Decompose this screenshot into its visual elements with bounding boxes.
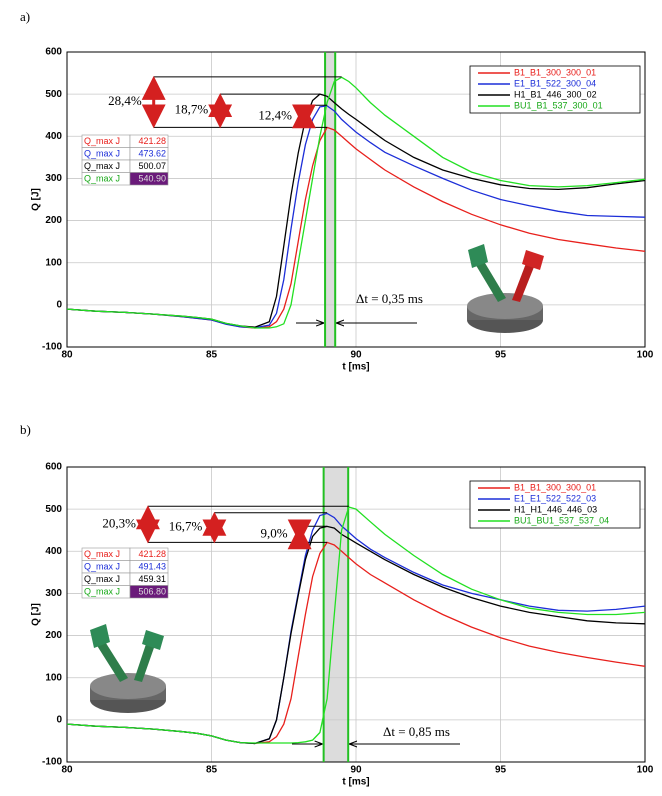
legend-label: H1_H1_446_446_03 [514, 504, 597, 514]
table-value: 540.90 [138, 173, 166, 183]
y-tick-label: 0 [56, 299, 62, 310]
x-axis-label: t [ms] [342, 362, 369, 373]
series-line [66, 76, 646, 329]
legend-label: H1_B1_446_300_02 [514, 89, 597, 99]
plot-frame [66, 466, 646, 763]
gain-label: 18,7% [175, 102, 209, 117]
gain-label: 9,0% [261, 525, 288, 540]
table-value: 500.07 [138, 161, 166, 171]
x-tick-label: 90 [350, 350, 362, 361]
highlight-band [325, 52, 336, 347]
table-label: Q_max J [84, 136, 120, 146]
x-axis-label: t [ms] [342, 777, 369, 788]
table-label: Q_max J [84, 549, 120, 559]
table-label: Q_max J [84, 148, 120, 158]
y-tick-label: 500 [45, 504, 62, 515]
legend-label: B1_B1_300_300_01 [514, 482, 596, 492]
x-tick-label: 95 [495, 350, 507, 361]
x-tick-label: 90 [350, 765, 362, 776]
y-axis-label: Q [J] [31, 603, 42, 626]
legend-box [469, 480, 641, 529]
x-tick-label: 85 [206, 350, 218, 361]
table-cell [129, 585, 169, 599]
x-tick-label: 100 [637, 765, 654, 776]
table-value: 459.31 [138, 574, 166, 584]
y-tick-label: 200 [45, 630, 62, 641]
legend-box [469, 65, 641, 114]
y-tick-label: 100 [45, 672, 62, 683]
dt-label: Δt = 0,35 ms [356, 291, 423, 306]
robot-icon [467, 244, 544, 333]
plot-frame [66, 51, 646, 348]
table-value: 473.62 [138, 148, 166, 158]
legend-label: B1_B1_300_300_01 [514, 67, 596, 77]
gain-label: 20,3% [102, 515, 136, 530]
x-tick-label: 80 [61, 765, 73, 776]
y-tick-label: -100 [42, 342, 62, 353]
robot-icon [90, 624, 166, 713]
x-tick-label: 95 [495, 765, 507, 776]
table-cell [129, 172, 169, 186]
legend-label: E1_E1_522_522_03 [514, 493, 596, 503]
highlight-band [323, 467, 349, 762]
table-value: 506.80 [138, 586, 166, 596]
legend-label: BU1_B1_537_300_01 [514, 100, 603, 110]
gain-label: 12,4% [258, 107, 292, 122]
x-tick-label: 85 [206, 765, 218, 776]
table-label: Q_max J [84, 586, 120, 596]
y-tick-label: 200 [45, 215, 62, 226]
y-tick-label: 100 [45, 257, 62, 268]
table-value: 421.28 [138, 549, 166, 559]
panel-label: b) [20, 422, 31, 437]
legend-label: BU1_BU1_537_537_04 [514, 515, 609, 525]
x-tick-label: 100 [637, 350, 654, 361]
table-label: Q_max J [84, 173, 120, 183]
dt-label: Δt = 0,85 ms [383, 724, 450, 739]
legend-label: E1_B1_522_300_04 [514, 78, 596, 88]
y-tick-label: 400 [45, 546, 62, 557]
gain-label: 28,4% [108, 93, 142, 108]
y-tick-label: 0 [56, 714, 62, 725]
table-label: Q_max J [84, 561, 120, 571]
table-value: 421.28 [138, 136, 166, 146]
y-tick-label: 600 [45, 47, 62, 58]
y-tick-label: 300 [45, 588, 62, 599]
gain-label: 16,7% [169, 519, 203, 534]
table-value: 491.43 [138, 561, 166, 571]
table-label: Q_max J [84, 161, 120, 171]
y-tick-label: 600 [45, 462, 62, 473]
x-tick-label: 80 [61, 350, 73, 361]
panel-label: a) [20, 9, 30, 24]
y-tick-label: 500 [45, 89, 62, 100]
y-tick-label: 300 [45, 173, 62, 184]
y-tick-label: -100 [42, 757, 62, 768]
y-tick-label: 400 [45, 131, 62, 142]
series-line [66, 105, 646, 329]
y-axis-label: Q [J] [31, 188, 42, 211]
series-line [66, 506, 646, 744]
table-label: Q_max J [84, 574, 120, 584]
